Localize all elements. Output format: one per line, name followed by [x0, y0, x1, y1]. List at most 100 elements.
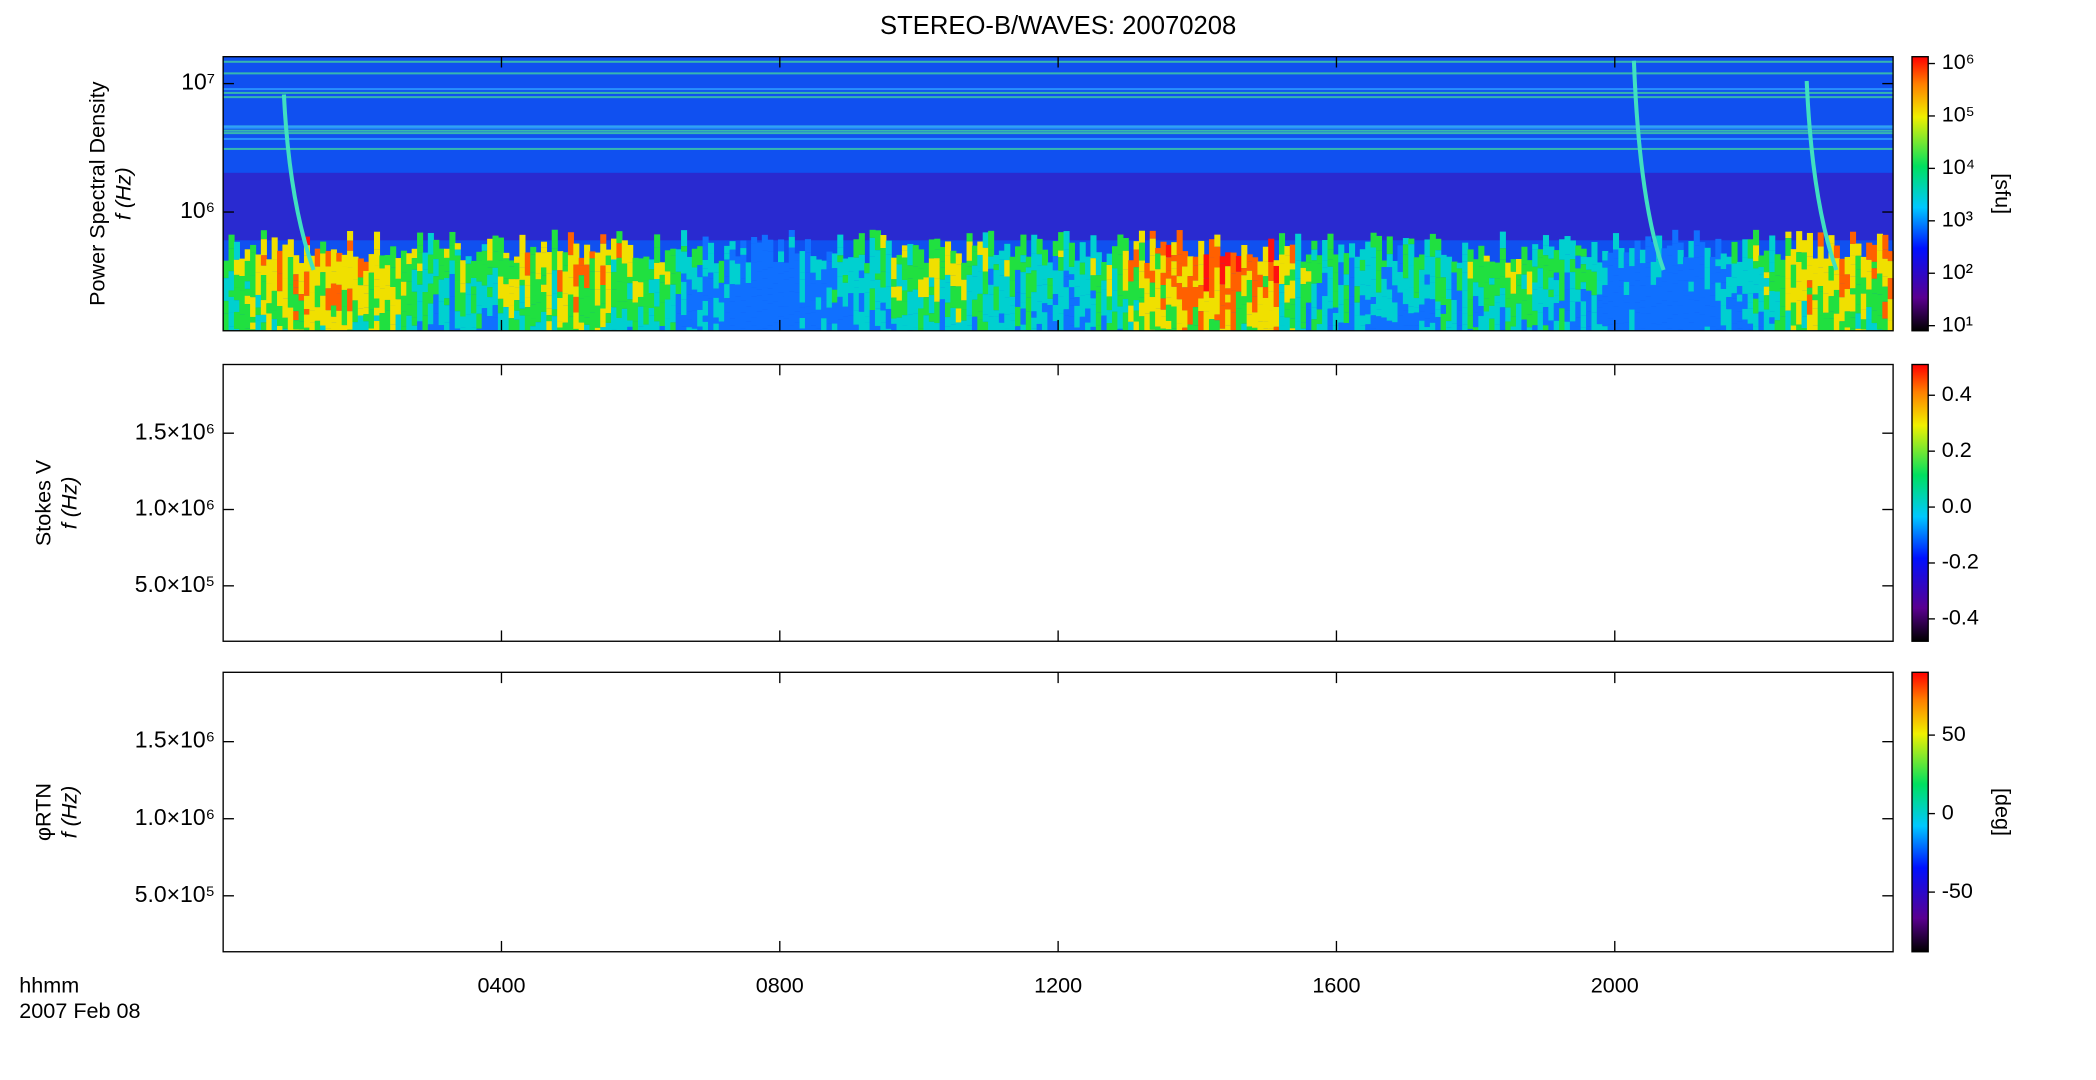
spectrogram-cell [670, 255, 677, 274]
spectrogram-cell [605, 289, 612, 314]
spectrogram-cell [885, 254, 892, 273]
spectrogram-cell [1532, 249, 1539, 267]
spectrogram-cell [977, 319, 984, 331]
spectrogram-cell [600, 243, 607, 266]
spectrogram-cell [1699, 242, 1706, 257]
spectrogram-cell [611, 307, 618, 330]
spectrogram-cell [1187, 276, 1194, 290]
spectrogram-cell [1747, 281, 1754, 294]
spectrogram-cell [1489, 305, 1496, 319]
spectrogram-cell [939, 279, 946, 288]
spectrogram-cell [751, 236, 758, 244]
spectrogram-cell [1408, 265, 1415, 288]
spectrogram-cell [756, 261, 763, 272]
spectrogram-cell [1542, 245, 1550, 256]
spectrogram-cell [1187, 289, 1194, 308]
spectrogram-cell [907, 243, 914, 266]
spectrogram-cell [901, 245, 908, 251]
spectrogram-cell [1424, 239, 1431, 257]
spectrogram-cell [1806, 287, 1813, 295]
spectrogram-cell [1160, 328, 1167, 331]
spectrogram-cell [993, 254, 1000, 265]
spectrogram-cell [400, 250, 407, 273]
spectrogram-cell [950, 307, 957, 325]
spectrogram-cell [1559, 239, 1566, 260]
spectrogram-cell [1020, 234, 1027, 256]
spectrogram-band [223, 172, 1894, 241]
spectrogram-cell [1812, 273, 1819, 295]
spectrogram-cell [1246, 326, 1253, 331]
spectrogram-cell [250, 316, 257, 323]
spectrogram-cell [519, 302, 526, 309]
spectrogram-cell [1230, 273, 1237, 291]
spectrogram-cell [1278, 292, 1286, 304]
spectrogram-cell [891, 297, 898, 319]
spectrogram-cell [1203, 291, 1210, 302]
spectrogram-cell [1612, 233, 1620, 250]
spectrogram-cell [460, 283, 467, 293]
spectrogram-cell [1855, 255, 1862, 270]
spectrogram-cell [1375, 316, 1383, 331]
spectrogram-cell [1176, 230, 1183, 255]
spectrogram-cell [1375, 270, 1383, 293]
spectrogram-cell [885, 328, 892, 331]
spectrogram-cell [918, 328, 925, 331]
spectrogram-cell [444, 322, 451, 331]
spectrogram-cell [1769, 311, 1776, 318]
spectrogram-cell [1031, 317, 1038, 329]
spectrogram-cell [567, 327, 574, 331]
spectrogram-cell [1343, 323, 1350, 331]
spectrogram-cell [384, 265, 391, 286]
spectrogram-cell [1850, 288, 1857, 295]
spectrogram-cell [508, 305, 515, 319]
spectrogram-cell [1402, 310, 1409, 326]
spectrogram-cell [1246, 261, 1253, 271]
spectrogram-cell [977, 254, 984, 272]
spectrogram-cell [1542, 265, 1550, 290]
spectrogram-cell [530, 318, 537, 327]
spectrogram-cell [1392, 285, 1399, 303]
spectrogram-cell [487, 252, 494, 261]
spectrogram-cell [465, 314, 472, 331]
spectrogram-cell [1882, 234, 1889, 250]
spectrogram-cell [1715, 282, 1722, 301]
spectrogram-cell [1284, 275, 1291, 286]
spectrogram-cell [1839, 283, 1846, 298]
spectrogram-cell [1435, 250, 1442, 258]
spectrogram-cell [664, 299, 671, 319]
spectrogram-cell [1564, 272, 1571, 290]
spectrogram-cell [1715, 300, 1722, 319]
spectrogram-cell [223, 278, 230, 301]
spectrogram-cell [864, 316, 871, 323]
spectrogram-cell [277, 291, 284, 306]
spectrogram-cell [1095, 292, 1102, 313]
spectrogram-cell [885, 240, 892, 255]
spectrogram-cell [384, 285, 391, 300]
spectrogram-cell [233, 311, 240, 329]
spectrogram-cell [1144, 278, 1151, 294]
spectrogram-cell [438, 301, 445, 326]
spectrogram-cell [1607, 318, 1614, 325]
spectrogram-cell [1311, 283, 1318, 308]
spectrogram-cell [1230, 290, 1237, 313]
spectrogram-cell [1736, 328, 1743, 331]
spectrogram-cell [519, 308, 526, 316]
spectrogram-cell [627, 262, 634, 277]
spectrogram-cell [1602, 313, 1609, 327]
spectrogram-cell [1661, 281, 1668, 301]
spectrogram-cell [406, 264, 413, 282]
spectrogram-cell [1580, 256, 1587, 265]
spectrogram-cell [1268, 280, 1275, 292]
spectrogram-cell [1063, 309, 1070, 316]
spectrogram-cell [982, 314, 989, 322]
spectrogram-cell [1542, 255, 1550, 266]
spectrogram-cell [1763, 278, 1770, 287]
spectrogram-cell [702, 315, 709, 322]
spectrogram-cell [1165, 270, 1172, 279]
burst [1631, 60, 1666, 271]
spectrogram-cell [799, 307, 806, 318]
spectrogram-cell [1526, 314, 1533, 328]
spectrogram-cell [368, 309, 375, 329]
spectrogram-cell [228, 248, 235, 272]
spectrogram-cell [1510, 259, 1517, 272]
